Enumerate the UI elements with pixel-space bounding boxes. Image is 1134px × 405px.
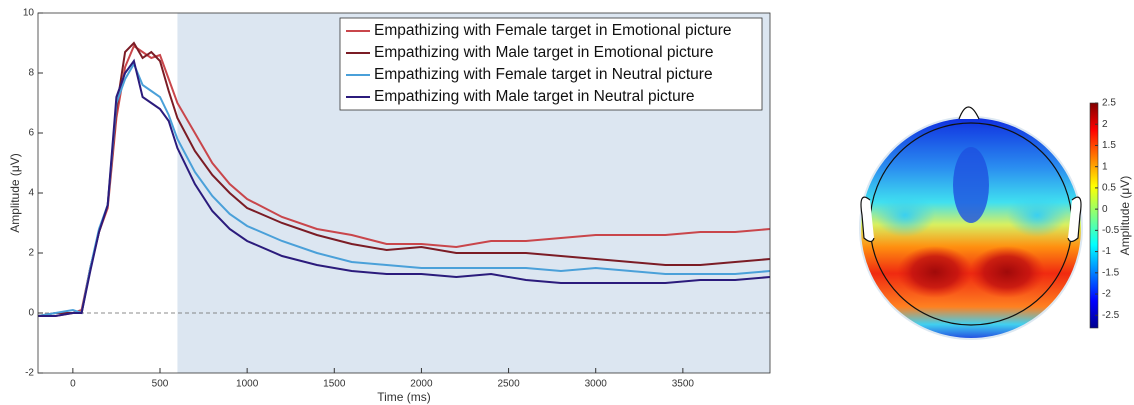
- y-tick-label: 8: [28, 68, 34, 79]
- x-tick-label: 0: [70, 379, 76, 390]
- x-tick-label: 3500: [672, 379, 695, 390]
- topomap-blob: [1007, 193, 1067, 237]
- legend-label: Empathizing with Male target in Neutral …: [374, 88, 694, 105]
- colorbar: -2.5 -2 -1.5 -1 -0.5 0 0.5 1 1.5 2 2.5 Amplitude (μ…: [1089, 98, 1132, 329]
- colorbar-tick-label: 2: [1102, 119, 1108, 130]
- x-axis-label: Time (ms): [377, 390, 431, 404]
- x-tick-label: 2000: [410, 379, 433, 390]
- left-ear: [860, 196, 875, 243]
- colorbar-label: Amplitude (μV): [1118, 176, 1132, 256]
- right-ear: [1067, 196, 1082, 243]
- nose: [958, 106, 980, 120]
- topomap-blob: [953, 147, 989, 223]
- y-tick-label: 4: [28, 188, 34, 199]
- colorbar-tick-label: -2: [1102, 289, 1111, 300]
- legend-label: Empathizing with Male target in Emotiona…: [374, 44, 713, 61]
- line-chart: -2 0 2 4 6 8 10 0 500 1000 1500 2000 2500 3000 3500 Tim…: [8, 8, 771, 404]
- colorbar-tick-label: -2.5: [1102, 310, 1120, 321]
- y-tick-label: -2: [25, 368, 34, 379]
- colorbar-tick-label: 1.5: [1102, 140, 1116, 151]
- y-tick-label: 10: [23, 8, 35, 19]
- colorbar-tick-label: 1: [1102, 161, 1108, 172]
- colorbar-tick-label: -1: [1102, 246, 1111, 257]
- legend-box: [339, 17, 763, 111]
- x-tick-label: 2500: [497, 379, 520, 390]
- topomap-blob: [897, 246, 973, 298]
- topomap: [859, 106, 1083, 340]
- colorbar-tick-label: 0: [1102, 204, 1108, 215]
- topomap-blob: [969, 246, 1045, 298]
- series-line: [38, 58, 771, 317]
- colorbar-tick-label: 0.5: [1102, 183, 1116, 194]
- y-axis-label: Amplitude (μV): [8, 153, 22, 233]
- y-tick-label: 6: [28, 128, 34, 139]
- x-tick-label: 1000: [236, 379, 259, 390]
- legend-label: Empathizing with Female target in Emotio…: [374, 22, 732, 39]
- colorbar-scale: [1089, 102, 1099, 329]
- x-tick-label: 500: [152, 379, 169, 390]
- y-tick-label: 0: [28, 308, 34, 319]
- legend-label: Empathizing with Female target in Neutra…: [374, 66, 713, 83]
- topomap-blob: [875, 193, 935, 237]
- colorbar-tick-label: -0.5: [1102, 225, 1120, 236]
- x-tick-label: 3000: [585, 379, 608, 390]
- y-tick-label: 2: [28, 248, 34, 259]
- colorbar-tick-label: 2.5: [1102, 98, 1116, 109]
- x-tick-label: 1500: [323, 379, 346, 390]
- colorbar-tick-label: -1.5: [1102, 267, 1120, 278]
